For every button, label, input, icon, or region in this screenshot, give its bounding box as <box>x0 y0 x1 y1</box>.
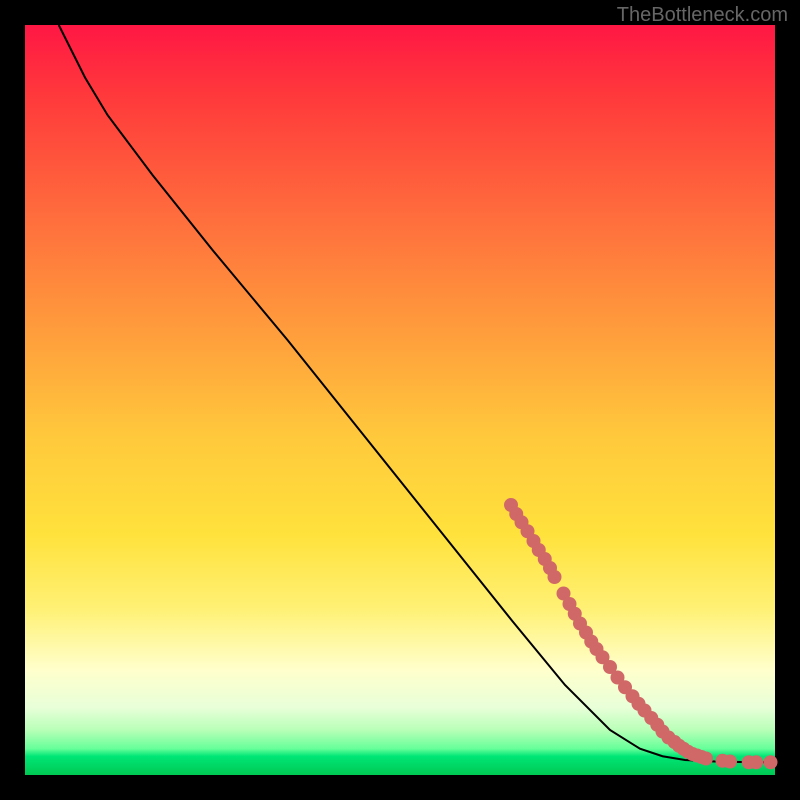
data-marker <box>548 570 562 584</box>
attribution-text: TheBottleneck.com <box>617 4 788 27</box>
data-marker <box>723 755 737 769</box>
data-marker <box>749 755 763 769</box>
data-marker <box>764 755 778 769</box>
chart-container: TheBottleneck.com <box>0 0 800 800</box>
data-marker <box>699 752 713 766</box>
plot-background-gradient <box>25 25 775 775</box>
bottleneck-chart <box>0 0 800 800</box>
